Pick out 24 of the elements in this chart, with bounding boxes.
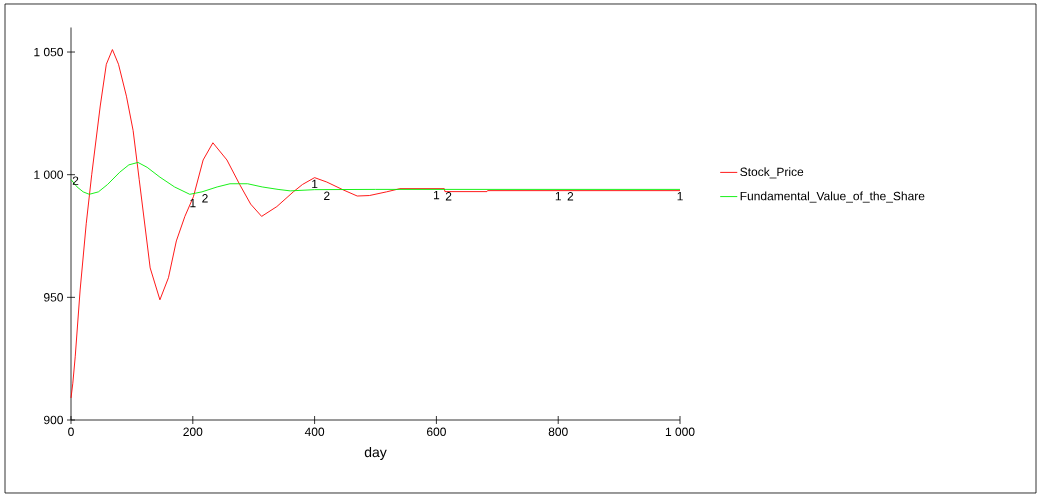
annotation: 1 (433, 190, 440, 200)
x-tick-label: 0 (68, 427, 74, 437)
line-series (70, 49, 681, 399)
y-tick-label: 1 000 (34, 170, 63, 179)
annotation: 2 (445, 192, 452, 201)
annotation: 2 (72, 176, 79, 185)
x-tick-label: 600 (427, 427, 446, 437)
legend-label: Fundamental_Value_of_the_Share (740, 191, 925, 203)
annotation: 1 (677, 192, 683, 201)
annotation: 1 (190, 198, 196, 208)
y-tick-label: 950 (44, 293, 63, 302)
x-axis-title: day (364, 446, 387, 460)
x-tick-label: 1 000 (665, 427, 695, 437)
legend-label: Stock_Price (740, 167, 804, 179)
annotation: 1 (555, 192, 561, 201)
annotation: 2 (202, 194, 208, 203)
annotation: 1 (312, 179, 318, 189)
annotation: 2 (567, 192, 574, 201)
x-tick-label: 200 (183, 427, 203, 437)
y-tick-label: 900 (44, 415, 63, 425)
y-tick-label: 1 050 (34, 47, 63, 57)
x-tick-label: 400 (304, 427, 325, 437)
x-tick-label: 800 (548, 427, 568, 437)
annotation: 2 (324, 191, 330, 200)
